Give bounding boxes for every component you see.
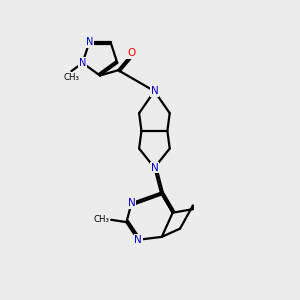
Text: CH₃: CH₃ <box>94 215 110 224</box>
Text: N: N <box>79 58 86 68</box>
Text: N: N <box>85 38 93 47</box>
Text: CH₃: CH₃ <box>63 73 80 82</box>
Text: N: N <box>151 86 158 96</box>
Text: N: N <box>151 163 158 173</box>
Text: O: O <box>127 48 136 58</box>
Text: N: N <box>128 198 135 208</box>
Text: N: N <box>134 235 142 245</box>
